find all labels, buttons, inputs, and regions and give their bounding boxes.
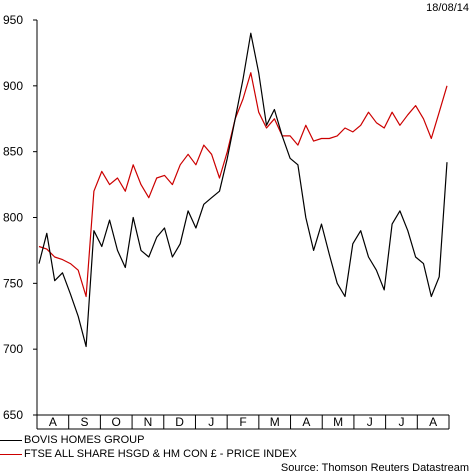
x-tick-label: N (144, 415, 153, 429)
x-tick-label: O (112, 415, 121, 429)
y-tick-label: 900 (3, 79, 23, 93)
y-tick-label: 850 (3, 145, 23, 159)
series-lines (38, 32, 448, 348)
source-label: Source: Thomson Reuters Datastream (280, 462, 469, 474)
legend-entry-bovis: BOVIS HOMES GROUP (0, 434, 144, 446)
legend-label-bovis: BOVIS HOMES GROUP (24, 434, 145, 446)
legend-swatch-bovis (0, 439, 22, 441)
series-line-ftse (38, 72, 448, 298)
series-line-bovis (38, 32, 448, 348)
y-axis-ticks: 650 700 750 800 850 900 950 (3, 13, 37, 422)
y-tick-label: 800 (3, 211, 23, 225)
x-tick-label: F (239, 415, 246, 429)
x-tick-label: D (175, 415, 184, 429)
y-tick-label: 650 (3, 408, 23, 422)
y-tick-label: 750 (3, 276, 23, 290)
x-tick-label: M (333, 415, 343, 429)
x-tick-label: M (270, 415, 280, 429)
legend-entry-ftse: FTSE ALL SHARE HSGD & HM CON £ - PRICE I… (0, 448, 297, 460)
date-label: 18/08/14 (426, 2, 469, 14)
x-tick-label: A (302, 415, 310, 429)
y-tick-label: 950 (3, 13, 23, 27)
legend-swatch-ftse (0, 453, 22, 455)
x-tick-label: J (208, 415, 214, 429)
x-tick-label: A (49, 415, 57, 429)
x-tick-label: S (81, 415, 89, 429)
x-tick-label: J (398, 415, 404, 429)
y-tick-label: 700 (3, 342, 23, 356)
legend-label-ftse: FTSE ALL SHARE HSGD & HM CON £ - PRICE I… (24, 448, 297, 460)
x-tick-label: J (367, 415, 373, 429)
x-tick-label: A (429, 415, 437, 429)
